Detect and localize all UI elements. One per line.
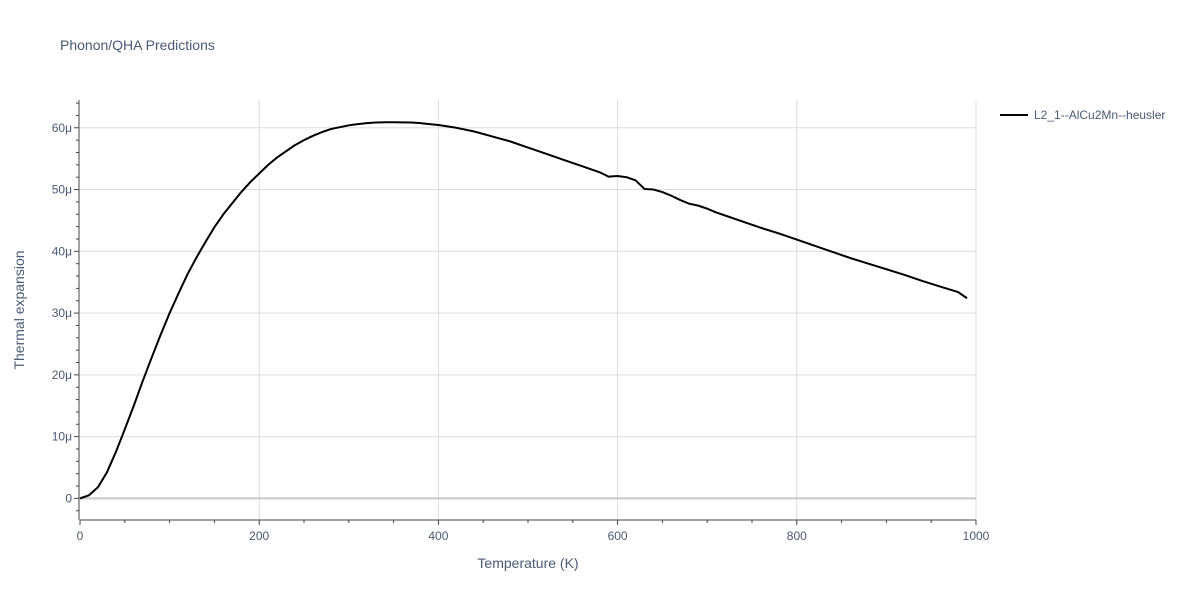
x-tick-label: 200 [249, 529, 269, 543]
series-group [79, 121, 968, 500]
y-tick-label: 30μ [52, 306, 72, 320]
x-axis: 0 200 400 600 800 1000 [77, 519, 990, 543]
x-axis-label: Temperature (K) [477, 555, 578, 571]
y-tick-label: 0 [65, 491, 72, 505]
x-tick-label: 800 [787, 529, 807, 543]
y-gridlines [80, 127, 976, 438]
x-gridlines [258, 100, 977, 520]
chart-title: Phonon/QHA Predictions [60, 37, 215, 53]
x-tick-label: 0 [77, 529, 84, 543]
y-tick-label: 50μ [52, 183, 72, 197]
x-tick-label: 400 [428, 529, 448, 543]
y-axis: 0 10μ 20μ 30μ 40μ 50μ 60μ [52, 100, 80, 520]
x-tick-label: 600 [608, 529, 628, 543]
x-tick-label: 1000 [963, 529, 990, 543]
y-axis-label: Thermal expansion [11, 250, 27, 369]
y-tick-label: 20μ [52, 368, 72, 382]
y-tick-label: 10μ [52, 430, 72, 444]
legend[interactable]: L2_1--AlCu2Mn--heusler [1000, 108, 1165, 122]
y-tick-label: 60μ [52, 121, 72, 135]
legend-label[interactable]: L2_1--AlCu2Mn--heusler [1034, 108, 1165, 122]
series-line [79, 121, 968, 500]
y-tick-label: 40μ [52, 244, 72, 258]
